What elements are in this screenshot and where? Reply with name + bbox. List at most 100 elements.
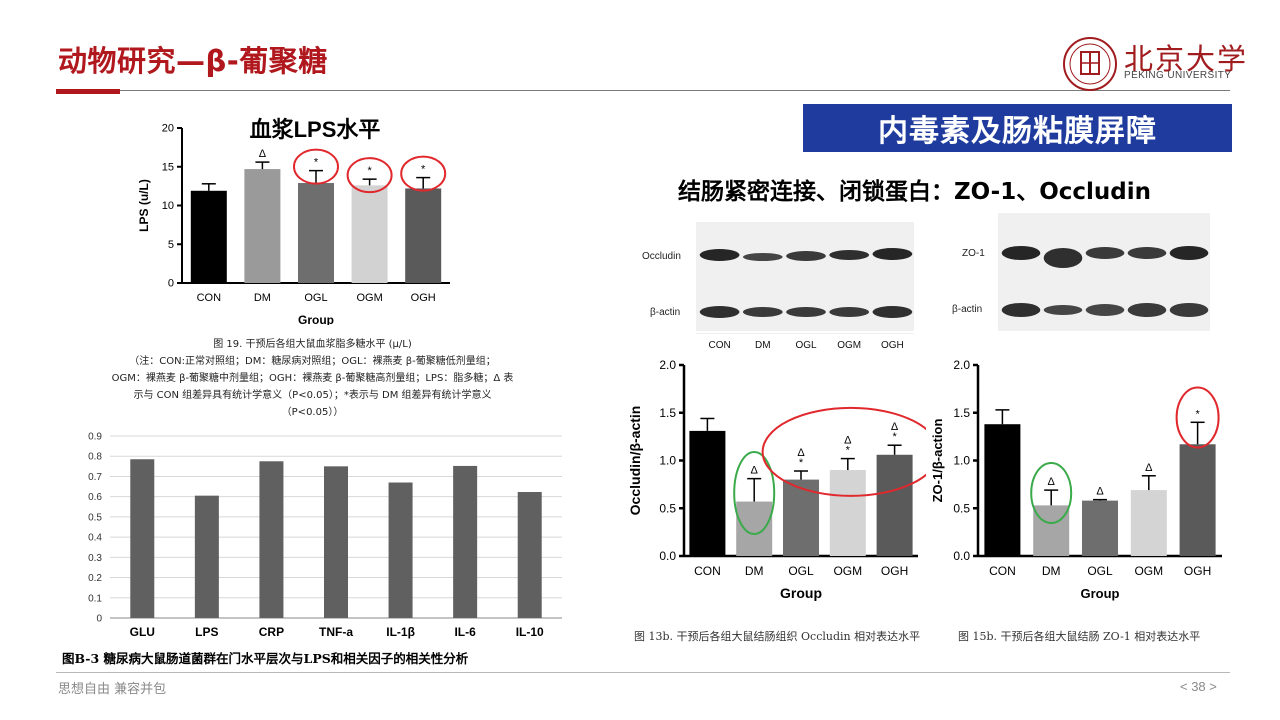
significance-mark: Δ — [1145, 462, 1153, 474]
blot-band — [1085, 304, 1125, 316]
y-tick-label: 5 — [168, 239, 174, 251]
figure-b3-caption: 图B-3 糖尿病大鼠肠道菌群在门水平层次与LPS和相关因子的相关性分析 — [62, 651, 469, 666]
y-tick-label: 0.4 — [88, 533, 102, 544]
x-tick-label: IL-10 — [516, 625, 544, 639]
lane-label: OGL — [795, 340, 817, 351]
x-tick-label: CON — [989, 564, 1016, 578]
blot-band — [1127, 247, 1167, 259]
x-tick-label: GLU — [130, 625, 155, 639]
blot-band — [872, 306, 913, 318]
bar-il-6 — [453, 465, 478, 618]
significance-mark: Δ — [1048, 476, 1056, 488]
x-tick-label: OGH — [411, 292, 436, 304]
correlation-bar-chart: 0 0.1 0.2 0.3 0.4 0.5 0.6 0.7 0.8 0.9 GLU LPS CRP TNF… — [88, 432, 562, 639]
bar-dm — [1033, 505, 1070, 556]
blot-band — [829, 250, 870, 260]
x-tick-label: OGM — [833, 564, 862, 578]
logo-subtitle: PEKING UNIVERSITY — [1124, 70, 1232, 81]
caption-line: OGM：裸燕麦 β-葡聚糖中剂量组；OGH：裸燕麦 β-葡聚糖高剂量组；LPS：… — [111, 373, 514, 384]
x-tick-label: TNF-a — [319, 625, 353, 639]
y-tick-label: 0.2 — [88, 573, 102, 584]
x-axis-label: Group — [1081, 586, 1120, 601]
bar-con — [984, 424, 1021, 556]
page-title: 动物研究—β-葡聚糖 — [58, 44, 328, 78]
y-tick-label: 20 — [162, 123, 174, 135]
y-axis-label: Occludin/β-actin — [627, 406, 643, 516]
x-tick-label: DM — [745, 564, 764, 578]
bar-crp — [259, 461, 284, 618]
x-tick-label: OGM — [356, 292, 382, 304]
highlight-circle — [293, 148, 339, 185]
bar-dm — [244, 169, 281, 283]
significance-mark: * — [367, 165, 372, 177]
y-tick-label: 0 — [168, 278, 174, 290]
significance-mark: Δ — [844, 435, 852, 447]
y-tick-label: 0.7 — [88, 472, 102, 483]
blot-label-occludin: Occludin — [642, 251, 681, 262]
y-tick-label: 0.0 — [659, 549, 676, 563]
x-tick-label: DM — [254, 292, 271, 304]
y-axis-label: LPS (u/L) — [137, 179, 151, 232]
zo1-bar-chart: 0.0 0.5 1.0 1.5 2.0 CON DM Δ OGL Δ OGM Δ OGH * Group ZO… — [930, 358, 1222, 601]
lane-label: OGH — [881, 340, 904, 351]
bar-dm — [736, 501, 773, 556]
blot-band — [1127, 303, 1167, 317]
y-tick-label: 1.5 — [659, 406, 676, 420]
blot-band — [1169, 246, 1209, 260]
figure-15b-caption: 图 15b. 干预后各组大鼠结肠 ZO-1 相对表达水平 — [958, 630, 1201, 643]
highlight-circle-green — [1030, 461, 1073, 524]
significance-mark: * — [892, 431, 897, 443]
caption-line: 示与 CON 组差异具有统计学意义（P<0.05）；*表示与 DM 组差异有统计… — [133, 390, 492, 401]
y-tick-label: 2.0 — [953, 358, 970, 372]
y-tick-label: 1.5 — [953, 406, 970, 420]
x-axis-label: Group — [298, 313, 334, 325]
caption-line: （注：CON:正常对照组；DM：糖尿病对照组；OGL：裸燕麦 β-葡聚糖低剂量组… — [129, 356, 496, 367]
y-tick-label: 10 — [162, 200, 174, 212]
significance-mark: Δ — [797, 447, 805, 459]
caption-line: 图 19. 干预后各组大鼠血浆脂多糖水平 (μ/L) — [213, 339, 412, 350]
y-tick-label: 2.0 — [659, 358, 676, 372]
y-tick-label: 0.8 — [88, 452, 102, 463]
lane-label: CON — [708, 340, 730, 351]
x-tick-label: OGL — [1087, 564, 1113, 578]
blot-band — [1085, 247, 1125, 259]
lps-bar-chart: 0 5 10 15 20 CON DM Δ OGL * OGM * OGH * Group LPS (u/L)… — [137, 117, 450, 325]
blot-band — [1001, 303, 1041, 317]
significance-mark: * — [846, 445, 851, 457]
blot-band — [829, 307, 870, 317]
highlight-circle — [761, 406, 926, 497]
highlight-circle-green — [733, 450, 776, 535]
chart-title: 血浆LPS水平 — [250, 117, 381, 142]
y-tick-label: 0.3 — [88, 553, 102, 564]
bar-ogh — [876, 454, 913, 556]
y-axis-label: ZO-1/β-action — [930, 419, 945, 503]
blot-band — [872, 248, 913, 260]
blot-band — [742, 253, 783, 261]
bar-glu — [130, 459, 155, 618]
x-tick-label: OGL — [304, 292, 327, 304]
y-tick-label: 0.6 — [88, 492, 102, 503]
highlight-circle — [400, 155, 447, 192]
section-title-box: 内毒素及肠粘膜屏障 — [803, 104, 1232, 152]
x-tick-label: OGH — [881, 564, 908, 578]
bar-ogh — [405, 188, 442, 283]
bar-il-10 — [517, 492, 542, 618]
significance-mark: Δ — [1096, 486, 1104, 498]
x-tick-label: OGL — [788, 564, 814, 578]
page-number: < 38 > — [1180, 679, 1217, 694]
highlight-circle — [1175, 386, 1220, 449]
bar-ogl — [298, 183, 334, 283]
significance-mark: * — [1195, 408, 1200, 420]
bar-ogl — [1082, 500, 1118, 556]
university-logo — [1062, 36, 1118, 92]
x-tick-label: OGH — [1184, 564, 1211, 578]
blot-band — [786, 251, 826, 261]
y-tick-label: 0.5 — [953, 501, 970, 515]
x-tick-label: CON — [694, 564, 721, 578]
significance-mark: * — [314, 157, 319, 169]
blot-band — [1001, 246, 1041, 260]
bar-ogm — [351, 185, 388, 283]
blot-band — [1043, 305, 1083, 315]
